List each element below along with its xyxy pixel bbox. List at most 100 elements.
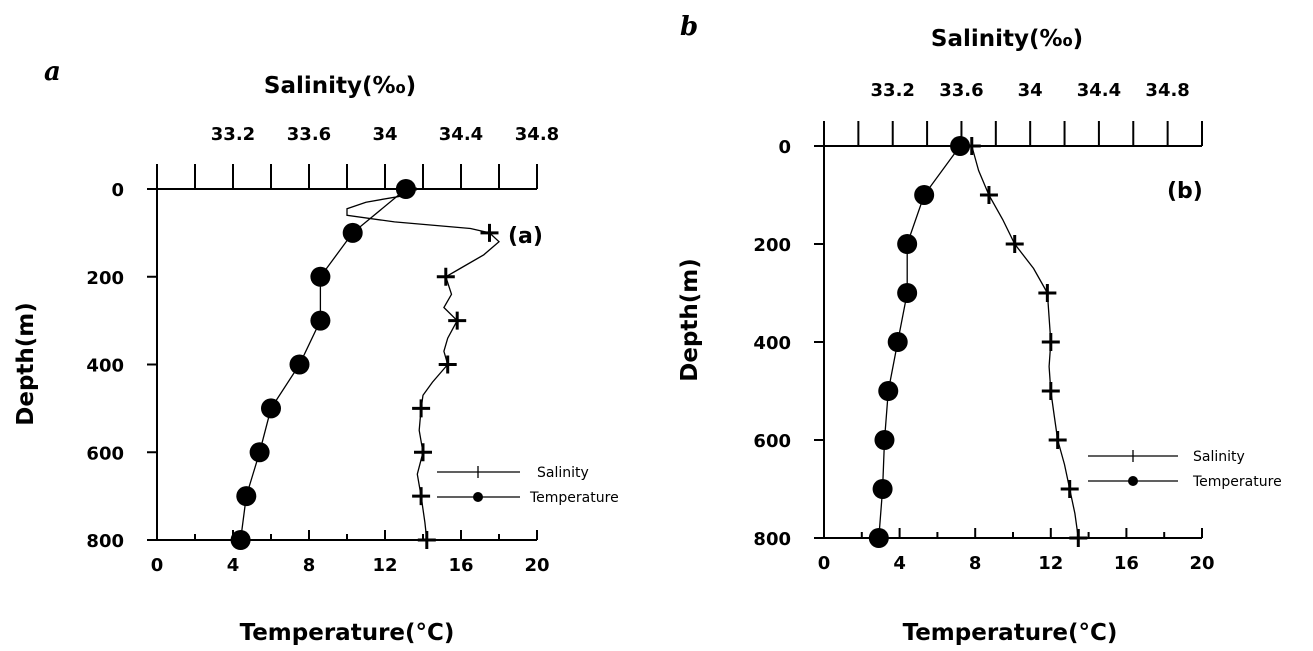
panel-a-legend: Salinity Temperature <box>437 465 619 506</box>
panel-a-x-ticks: 0 4 8 12 16 20 <box>151 530 550 576</box>
panel-b-salinity-tick-label: 34.4 <box>1077 80 1121 101</box>
panel-b-depth-tick-label: 200 <box>753 235 791 256</box>
panel-b-salinity-point <box>1041 382 1060 400</box>
panel-a-legend-temperature-label: Temperature <box>529 490 619 506</box>
panel-a-depth-tick-label: 400 <box>86 356 124 377</box>
panel-b-tag: (b) <box>1167 179 1203 204</box>
panel-b-temperature-point <box>897 234 918 254</box>
panel-a-temperature-point <box>236 486 257 507</box>
panel-a-temperature-point <box>289 354 310 375</box>
panel-a-temperature-tick-label: 12 <box>372 555 397 576</box>
panel-b-temperature-point <box>887 332 908 352</box>
panel-b-temperature-axis-title: Temperature(°C) <box>903 620 1118 646</box>
panel-a-temperature-tick-label: 16 <box>448 555 473 576</box>
panel-a-depth-tick-label: 800 <box>86 531 124 552</box>
panel-b-temperature-point <box>868 528 889 548</box>
panel-b-depth-tick-label: 400 <box>753 333 791 354</box>
panel-b-salinity-series <box>962 137 1088 547</box>
panel-a-letter: a <box>44 57 61 87</box>
panel-a-axes <box>156 188 537 541</box>
panel-a-salinity-axis-title: Salinity(‰) <box>264 73 416 99</box>
panel-b-salinity-point <box>1005 235 1024 253</box>
panel-b-salinity-tick-label: 34 <box>1018 80 1043 101</box>
panel-b-temperature-tick-label: 12 <box>1038 553 1063 574</box>
panel-a-depth-tick-label: 600 <box>86 443 124 464</box>
panel-a-temperature-axis-title: Temperature(°C) <box>240 620 455 646</box>
panel-b-salinity-ticks: 33.2 33.6 34 34.4 34.8 <box>823 80 1203 146</box>
panel-a-salinity-ticks: 33.2 33.6 34 34.4 34.8 <box>156 124 559 189</box>
panel-b-salinity-tick-label: 33.6 <box>939 80 983 101</box>
panel-a-tag: (a) <box>508 224 543 249</box>
panel-b-temperature-point <box>874 430 895 450</box>
panel-b-legend-temperature-marker <box>1128 476 1138 486</box>
panel-b-temperature-point <box>950 136 971 156</box>
panel-a-legend-temperature-marker <box>473 492 483 502</box>
panel-a-temperature-tick-label: 8 <box>303 555 316 576</box>
panel-a-temperature-point <box>230 530 251 550</box>
panel-b-salinity-point <box>1048 431 1067 449</box>
panel-b-legend: Salinity Temperature <box>1088 449 1282 490</box>
panel-b-salinity-tick-label: 34.8 <box>1145 80 1189 101</box>
panel-b-temperature-tick-label: 0 <box>818 553 831 574</box>
panel-a-temperature-tick-label: 20 <box>524 555 549 576</box>
panel-a-temperature-line <box>239 188 407 541</box>
panel-b-depth-tick-label: 800 <box>753 529 791 550</box>
panel-a-temperature-point <box>310 310 331 331</box>
panel-a-temperature-point <box>395 179 416 199</box>
panel-a-salinity-point <box>414 443 432 462</box>
panel-a-salinity-point <box>438 355 457 374</box>
panel-a-salinity-point <box>417 531 436 549</box>
panel-b-temperature-tick-label: 16 <box>1114 553 1139 574</box>
panel-b-legend-temperature-label: Temperature <box>1192 474 1282 490</box>
panel-a-temperature-point <box>261 398 281 419</box>
panel-b-temperature-point <box>897 283 918 303</box>
panel-b-temperature-tick-label: 20 <box>1189 553 1214 574</box>
panel-a-salinity-line <box>346 188 500 541</box>
panel-a-depth-axis-title: Depth(m) <box>13 302 39 426</box>
panel-a-salinity-tick-label: 34.4 <box>439 124 483 145</box>
panel-a-salinity-tick-label: 34.8 <box>515 124 559 145</box>
panel-b-salinity-point <box>1069 529 1088 547</box>
panel-b: b Salinity(‰) Temperature(°C) Depth(m) (… <box>677 12 1282 646</box>
panel-a-depth-tick-label: 200 <box>86 268 124 289</box>
panel-a-temperature-point <box>310 266 331 287</box>
panel-a-legend-salinity-label: Salinity <box>537 465 589 481</box>
panel-a-salinity-point <box>448 311 467 330</box>
panel-b-salinity-point <box>1038 284 1057 302</box>
panel-a-salinity-point <box>436 267 455 286</box>
panel-b-depth-axis-title: Depth(m) <box>677 258 703 382</box>
panel-a-salinity-tick-label: 34 <box>372 124 397 145</box>
panel-a-depth-ticks: 0 200 400 600 800 <box>86 180 157 552</box>
panel-b-salinity-line <box>971 145 1079 539</box>
panel-a-salinity-point <box>412 487 431 506</box>
panel-b-temperature-tick-label: 4 <box>893 553 906 574</box>
panel-b-depth-tick-label: 0 <box>778 137 791 158</box>
panel-a: a Salinity(‰) Temperature(°C) Depth(m) (… <box>13 57 619 646</box>
panel-a-salinity-series <box>346 180 500 549</box>
panel-b-temperature-point <box>878 381 899 401</box>
panel-a-salinity-tick-label: 33.2 <box>211 124 255 145</box>
panel-b-temperature-point <box>914 185 935 205</box>
panel-a-salinity-point <box>480 223 499 242</box>
panel-a-salinity-point <box>412 399 431 418</box>
panel-b-depth-tick-label: 600 <box>753 431 791 452</box>
panel-a-temperature-point <box>249 442 270 463</box>
panel-b-depth-ticks: 0 200 400 600 800 <box>753 137 824 550</box>
panel-a-depth-tick-label: 0 <box>111 180 124 201</box>
panel-a-salinity-tick-label: 33.6 <box>287 124 331 145</box>
panel-b-temperature-point <box>872 479 893 499</box>
panel-b-temperature-series <box>868 136 971 548</box>
panel-b-salinity-point <box>1060 480 1079 498</box>
panel-b-legend-salinity-label: Salinity <box>1193 449 1245 465</box>
panel-b-temperature-tick-label: 8 <box>969 553 982 574</box>
panel-b-x-ticks: 0 4 8 12 16 20 <box>818 528 1215 574</box>
panel-a-temperature-series <box>230 179 416 550</box>
panel-b-letter: b <box>680 12 698 42</box>
panel-b-salinity-axis-title: Salinity(‰) <box>931 26 1083 52</box>
panel-a-temperature-tick-label: 0 <box>151 555 164 576</box>
panel-b-salinity-tick-label: 33.2 <box>871 80 915 101</box>
panel-a-temperature-tick-label: 4 <box>227 555 240 576</box>
panel-b-salinity-point <box>1041 333 1060 351</box>
panel-b-salinity-point <box>979 186 998 204</box>
